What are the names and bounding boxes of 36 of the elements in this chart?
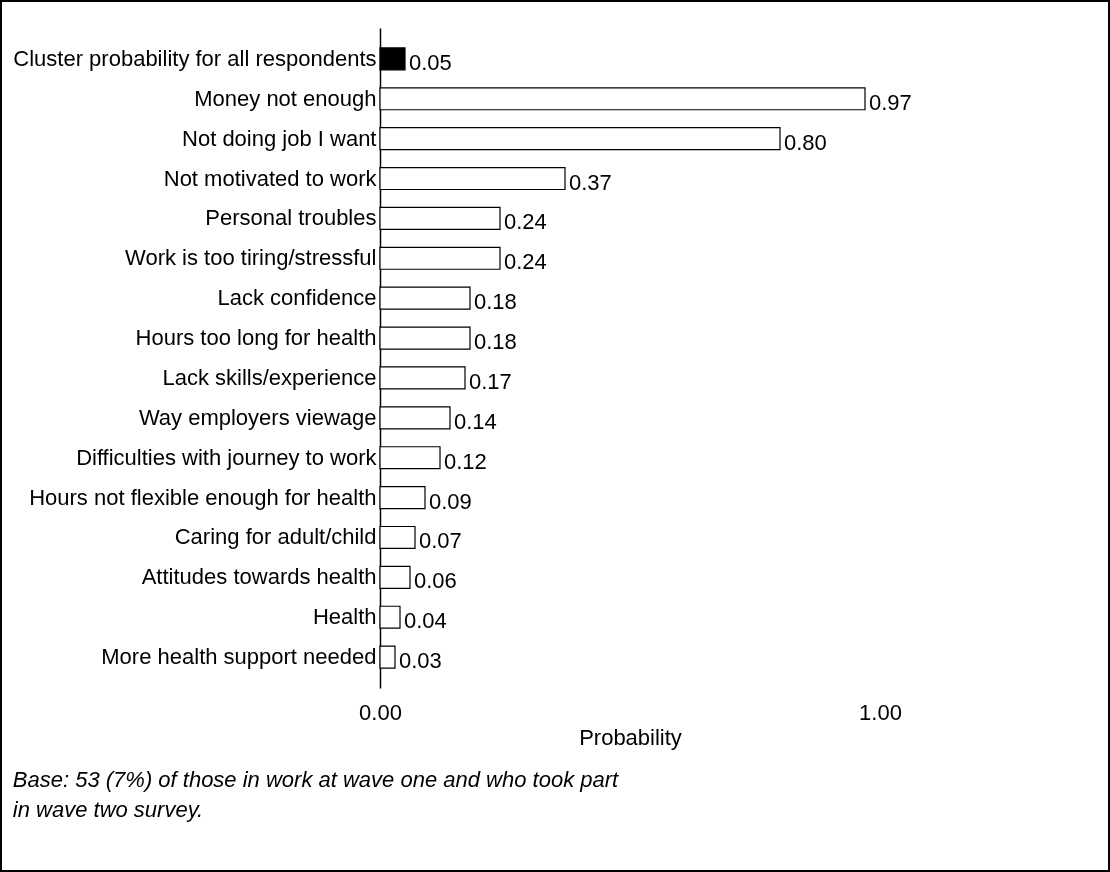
data-label: 0.09: [429, 488, 472, 514]
data-label: 0.17: [469, 368, 512, 394]
y-tick-label: Difficulties with journey to work: [76, 444, 378, 470]
y-tick-label: Hours not flexible enough for health: [29, 484, 377, 510]
data-label: 0.37: [569, 169, 612, 195]
y-tick-label: Health: [312, 604, 377, 630]
data-label: 0.05: [409, 49, 452, 75]
y-tick-label: Money not enough: [194, 85, 377, 111]
text: Base: 53 (7%) of those in work at wave one and who took part in wave two survey.: [12, 767, 620, 822]
y-tick-label: More health support needed: [101, 644, 377, 670]
y-tick-label: Hours too long for health: [135, 325, 377, 351]
y-tick-label: Not motivated to work: [163, 165, 378, 191]
y-tick-label: Caring for adult/child: [174, 524, 377, 550]
data-label: 0.18: [474, 289, 517, 315]
y-tick-label: Work is too tiring/stressful: [125, 245, 377, 271]
x-tick-label: 1.00: [859, 699, 902, 725]
data-label: 0.06: [414, 568, 457, 594]
data-label: 0.14: [454, 408, 497, 434]
data-label: 0.80: [784, 129, 827, 155]
data-label: 0.07: [419, 528, 462, 554]
data-label: 0.97: [869, 89, 912, 115]
data-label: 0.24: [504, 249, 547, 275]
y-tick-label: Personal troubles: [205, 205, 377, 231]
data-label: 0.03: [399, 648, 442, 674]
x-axis-title: Probability: [579, 724, 682, 750]
y-tick-label: Lack skills/experience: [162, 364, 377, 390]
data-label: 0.12: [444, 448, 487, 474]
x-tick-label: 0.00: [359, 699, 402, 725]
data-label: 0.18: [474, 329, 517, 355]
data-label: 0.04: [404, 608, 447, 634]
data-label: 0.24: [504, 209, 547, 235]
y-tick-label: Cluster probability for all respondents: [13, 45, 377, 71]
y-tick-label: Attitudes towards health: [141, 564, 377, 590]
y-tick-label: Way employers viewage: [138, 404, 377, 430]
y-tick-label: Not doing job I want: [182, 125, 377, 151]
y-tick-label: Lack confidence: [217, 285, 377, 311]
